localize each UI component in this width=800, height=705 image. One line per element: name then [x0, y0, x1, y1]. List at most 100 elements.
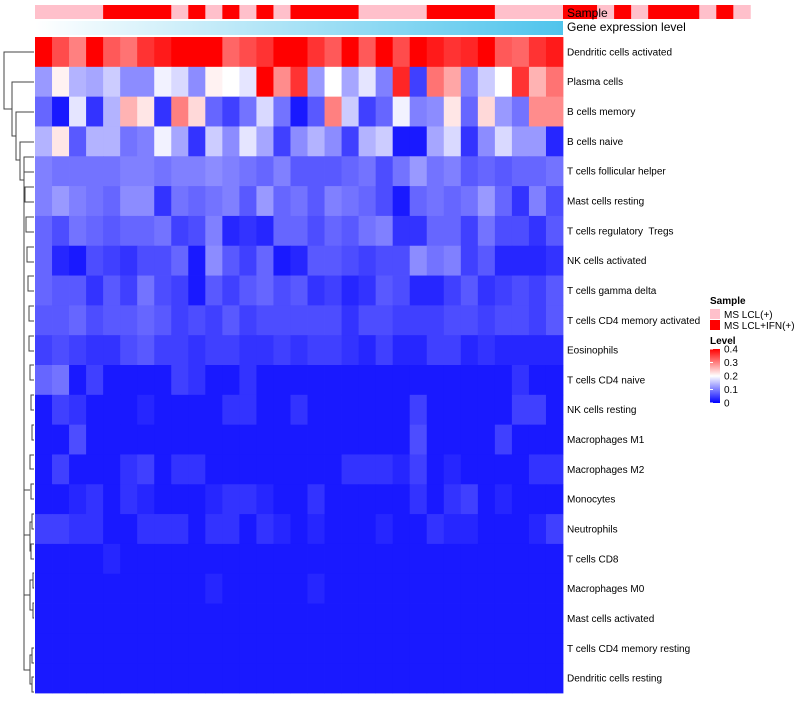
heatmap-cell [256, 633, 274, 664]
heatmap-cell [409, 603, 428, 634]
heatmap-cell [137, 424, 155, 455]
heatmap-cell [409, 633, 428, 664]
heatmap-cell [409, 394, 428, 426]
heatmap-cell [69, 365, 87, 396]
heatmap-cell [86, 543, 104, 575]
heatmap-cell [120, 484, 138, 515]
heatmap-cell [120, 186, 138, 217]
sample-annotation-cell [563, 5, 598, 19]
legend-level-tick-label: 0.4 [724, 345, 738, 356]
heatmap-cell [545, 126, 564, 157]
heatmap-cell [341, 245, 360, 276]
heatmap-cell [494, 633, 513, 664]
heatmap-cell [137, 66, 155, 98]
heatmap-cell [137, 514, 155, 545]
heatmap-cell [239, 186, 257, 217]
heatmap-cell [426, 275, 445, 306]
heatmap-cell [137, 484, 155, 515]
heatmap-cell [239, 365, 257, 396]
heatmap-cell [239, 335, 257, 366]
heatmap-cell [409, 454, 428, 485]
heatmap-cell [409, 663, 428, 694]
gene-expression-track-label: Gene expression level [567, 20, 686, 34]
heatmap-cell [341, 126, 360, 157]
heatmap-cell [290, 245, 308, 276]
heatmap-cell [375, 663, 394, 694]
heatmap-cell [409, 514, 428, 545]
row-label: Mast cells resting [567, 197, 644, 208]
heatmap-cell [324, 454, 342, 485]
heatmap-cell [290, 514, 308, 545]
heatmap-cell [273, 37, 291, 68]
heatmap-cell [103, 37, 121, 68]
heatmap-cell [341, 514, 360, 545]
heatmap-cell [52, 96, 70, 127]
heatmap-cell [222, 215, 240, 247]
heatmap-cell [103, 186, 121, 217]
heatmap-cell [511, 663, 530, 694]
heatmap-cell [545, 37, 564, 68]
heatmap-cell [545, 514, 564, 545]
heatmap-cell [137, 454, 155, 485]
heatmap-cell [35, 215, 53, 247]
heatmap-cell [545, 543, 564, 575]
heatmap-cell [52, 245, 70, 276]
heatmap-cell [154, 66, 172, 98]
heatmap-cell [392, 543, 411, 575]
heatmap-cell [52, 573, 70, 604]
heatmap-cell [120, 663, 138, 694]
heatmap-cell [443, 365, 462, 396]
heatmap-cell [341, 335, 360, 366]
heatmap-cell [460, 514, 479, 545]
legend-sample-title: Sample [710, 296, 746, 307]
heatmap-cell [307, 573, 325, 604]
heatmap-cell [154, 126, 172, 157]
heatmap-cell [528, 424, 547, 455]
heatmap-cell [494, 186, 513, 217]
heatmap-cell [324, 275, 342, 306]
heatmap-cell [341, 394, 360, 426]
heatmap-cell [341, 186, 360, 217]
heatmap-cell [154, 514, 172, 545]
heatmap-cell [120, 514, 138, 545]
heatmap-cell [392, 126, 411, 157]
heatmap-cell [171, 186, 189, 217]
heatmap-cell [392, 484, 411, 515]
row-label: Dendritic cells activated [567, 47, 672, 58]
heatmap-cell [290, 394, 308, 426]
heatmap-cell [103, 245, 121, 276]
row-label: NK cells activated [567, 256, 646, 267]
heatmap-cell [494, 37, 513, 68]
heatmap-cell [120, 245, 138, 276]
heatmap-cell [222, 484, 240, 515]
heatmap-cell [494, 365, 513, 396]
heatmap-cell [35, 66, 53, 98]
heatmap-cell [205, 96, 223, 127]
heatmap-cell [341, 424, 360, 455]
heatmap-cell [137, 126, 155, 157]
heatmap-cell [188, 514, 206, 545]
heatmap-cell [239, 543, 257, 575]
heatmap-cell [103, 484, 121, 515]
heatmap-cell [273, 365, 291, 396]
legend-sample-swatch-1 [710, 309, 720, 319]
heatmap-cell [86, 126, 104, 157]
heatmap-cell [324, 633, 342, 664]
heatmap-cell [511, 275, 530, 306]
heatmap-cell [171, 514, 189, 545]
heatmap-cell [171, 96, 189, 127]
heatmap-cell [375, 305, 394, 336]
heatmap-cell [341, 633, 360, 664]
dendrogram-branch-17 [27, 275, 34, 292]
heatmap-cell [171, 156, 189, 187]
heatmap-cell [511, 156, 530, 187]
heatmap-cell [511, 365, 530, 396]
heatmap-cell [324, 663, 342, 694]
heatmap-cell [460, 365, 479, 396]
heatmap-cell [358, 156, 377, 187]
heatmap-cell [307, 633, 325, 664]
heatmap-cell [307, 215, 325, 247]
heatmap-cell [103, 454, 121, 485]
dendrogram-branch-13 [30, 394, 34, 411]
